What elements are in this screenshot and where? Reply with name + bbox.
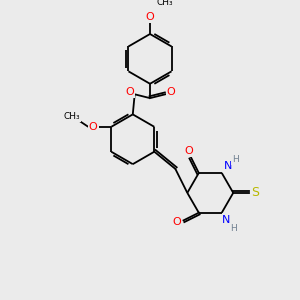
Text: O: O (89, 122, 98, 132)
Text: CH₃: CH₃ (64, 112, 80, 121)
Text: S: S (251, 186, 259, 199)
Text: O: O (185, 146, 194, 156)
Text: H: H (230, 224, 237, 232)
Text: O: O (146, 12, 154, 22)
Text: O: O (172, 217, 181, 227)
Text: O: O (167, 87, 176, 98)
Text: N: N (224, 161, 232, 171)
Text: O: O (125, 87, 134, 98)
Text: CH₃: CH₃ (157, 0, 174, 7)
Text: N: N (222, 215, 231, 225)
Text: H: H (232, 155, 238, 164)
